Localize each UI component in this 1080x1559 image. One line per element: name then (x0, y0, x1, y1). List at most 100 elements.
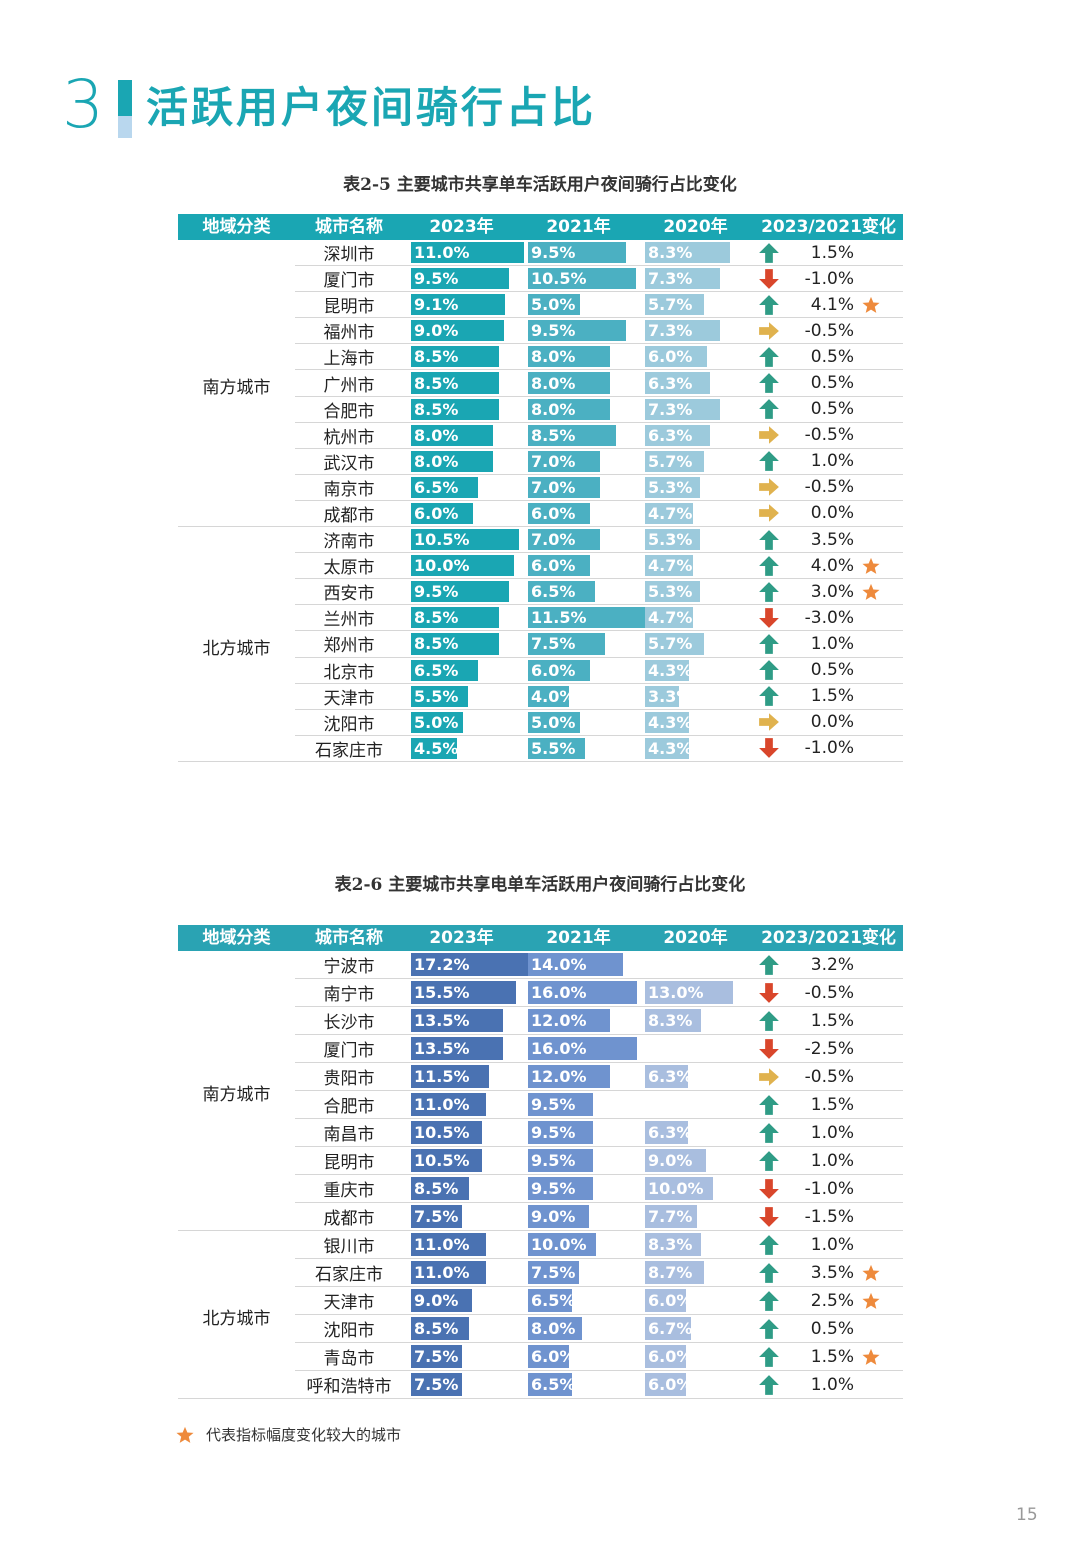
border-mask (178, 1369, 295, 1372)
bar-2021 (528, 502, 590, 525)
change-value: 1.0% (810, 451, 854, 472)
change-cell: -3.0% (754, 607, 903, 629)
bar-2020 (645, 1345, 686, 1368)
bar-2023 (411, 581, 509, 603)
bar-label: 7.0% (531, 477, 576, 497)
bar-label: 9.5% (531, 1123, 576, 1142)
bar-label: 8.5% (414, 347, 459, 367)
bar-cell-2023: 8.5% (403, 605, 520, 630)
bar-label: 8.0% (531, 399, 576, 419)
bar-label: 14.0% (531, 955, 587, 974)
table-2-caption: 表2-6 主要城市共享电单车活跃用户夜间骑行占比变化 (334, 875, 746, 895)
table-row: 济南市 10.5% 7.0% 5.3% 3.5% (178, 527, 903, 554)
bar-label: 8.3% (648, 1235, 693, 1254)
arrow-up-icon (759, 954, 779, 975)
city-name: 合肥市 (323, 1097, 375, 1117)
bar-cell-2023: 4.5% (403, 736, 520, 761)
bar-cell-2021: 8.5% (520, 423, 637, 448)
bar-cell-2023: 10.0% (403, 553, 520, 578)
table-row: 南昌市 10.5% 9.5% 6.3% 1.0% (178, 1119, 903, 1147)
change-value: -0.5% (804, 320, 854, 341)
change-cell: 2.5% (754, 1290, 903, 1312)
change-cell: 1.5% (754, 1010, 903, 1032)
city-name: 厦门市 (323, 1041, 375, 1061)
bar-cell-2020: 7.3% (637, 318, 754, 343)
arrow-right-icon (759, 478, 779, 497)
bar-cell-2021: 8.0% (520, 344, 637, 369)
border-mask (178, 734, 295, 737)
border-mask (178, 629, 295, 632)
change-cell: 0.5% (754, 372, 903, 394)
bar-2020 (645, 1373, 686, 1396)
bar-2021 (528, 981, 637, 1004)
bar-2023 (411, 424, 494, 446)
city-name: 厦门市 (323, 271, 375, 292)
bar-cell-2021: 6.0% (520, 553, 637, 578)
bar-label: 10.5% (531, 269, 587, 289)
bar-2021 (528, 659, 590, 681)
star-icon (862, 1264, 880, 1281)
bar-cell-2021: 6.0% (520, 1343, 637, 1370)
bar-label: 15.5% (414, 983, 470, 1002)
bar-2020 (645, 737, 690, 759)
bar-cell-2020: 3.3% (637, 684, 754, 709)
city-name: 石家庄市 (315, 1265, 383, 1285)
bar-label: 7.5% (414, 1347, 459, 1366)
table-row: 杭州市 8.0% 8.5% 6.3% -0.5% (178, 423, 903, 449)
change-value: 0.5% (810, 346, 854, 367)
bar-2023 (411, 607, 499, 629)
change-cell: 0.5% (754, 346, 903, 368)
border-mask (178, 342, 295, 345)
region-label: 北方城市 (202, 638, 271, 659)
bar-2021 (528, 685, 570, 707)
bar-cell-2023: 8.0% (403, 423, 520, 448)
bar-cell-2023: 8.5% (403, 397, 520, 422)
bar-label: 11.0% (414, 1235, 470, 1254)
group-separator (178, 525, 295, 528)
bar-cell-2023: 9.5% (403, 266, 520, 291)
table-row: 兰州市 8.5% 11.5% 4.7% -3.0% (178, 605, 903, 632)
table-row: 福州市 9.0% 9.5% 7.3% -0.5% (178, 318, 903, 345)
change-cell: -1.0% (754, 1178, 903, 1200)
star-icon (862, 557, 880, 574)
bar-label: 6.7% (648, 1319, 693, 1338)
bar-label: 7.5% (414, 1375, 459, 1394)
arrow-up-icon (759, 1262, 779, 1283)
bar-2023 (411, 633, 499, 655)
border-mask (178, 394, 295, 397)
bar-2020 (645, 268, 721, 290)
arrow-right-icon (759, 713, 779, 732)
bar-label: 10.0% (414, 556, 470, 576)
bar-label: 6.5% (531, 1291, 576, 1310)
bar-2021 (528, 398, 611, 420)
bar-label: 5.5% (531, 738, 576, 758)
arrow-right-icon (759, 1067, 779, 1086)
bar-cell-2023: 7.5% (403, 1343, 520, 1370)
bar-cell-2020: 4.7% (637, 605, 754, 630)
bar-label: 11.0% (414, 1263, 470, 1282)
arrow-down-icon (759, 982, 779, 1003)
bar-label: 7.3% (648, 321, 693, 341)
star-icon (176, 1426, 194, 1443)
bar-cell-2021: 9.5% (520, 318, 637, 343)
bar-label: 4.7% (648, 503, 693, 523)
table-row: 武汉市 8.0% 7.0% 5.7% 1.0% (178, 449, 903, 475)
bar-2021 (528, 320, 626, 342)
change-value: 1.0% (810, 1150, 854, 1171)
bar-2023 (411, 555, 514, 577)
bar-2021 (528, 268, 637, 290)
change-value: -0.5% (804, 982, 854, 1003)
bar-2023 (411, 737, 458, 759)
bar-label: 5.7% (648, 295, 693, 315)
border-mask (178, 447, 295, 450)
column-header: 2021年 (546, 928, 611, 948)
arrow-down-icon (759, 1178, 779, 1199)
bar-2023 (411, 1037, 503, 1060)
bar-cell-2021: 7.0% (520, 527, 637, 552)
bar-2021 (528, 711, 580, 733)
section-title: 活跃用户夜间骑行占比 (146, 83, 597, 132)
bar-cell-2020 (637, 1091, 754, 1118)
change-value: 0.5% (810, 399, 854, 420)
bar-cell-2020: 6.3% (637, 1119, 754, 1146)
change-cell: -0.5% (754, 1066, 903, 1088)
